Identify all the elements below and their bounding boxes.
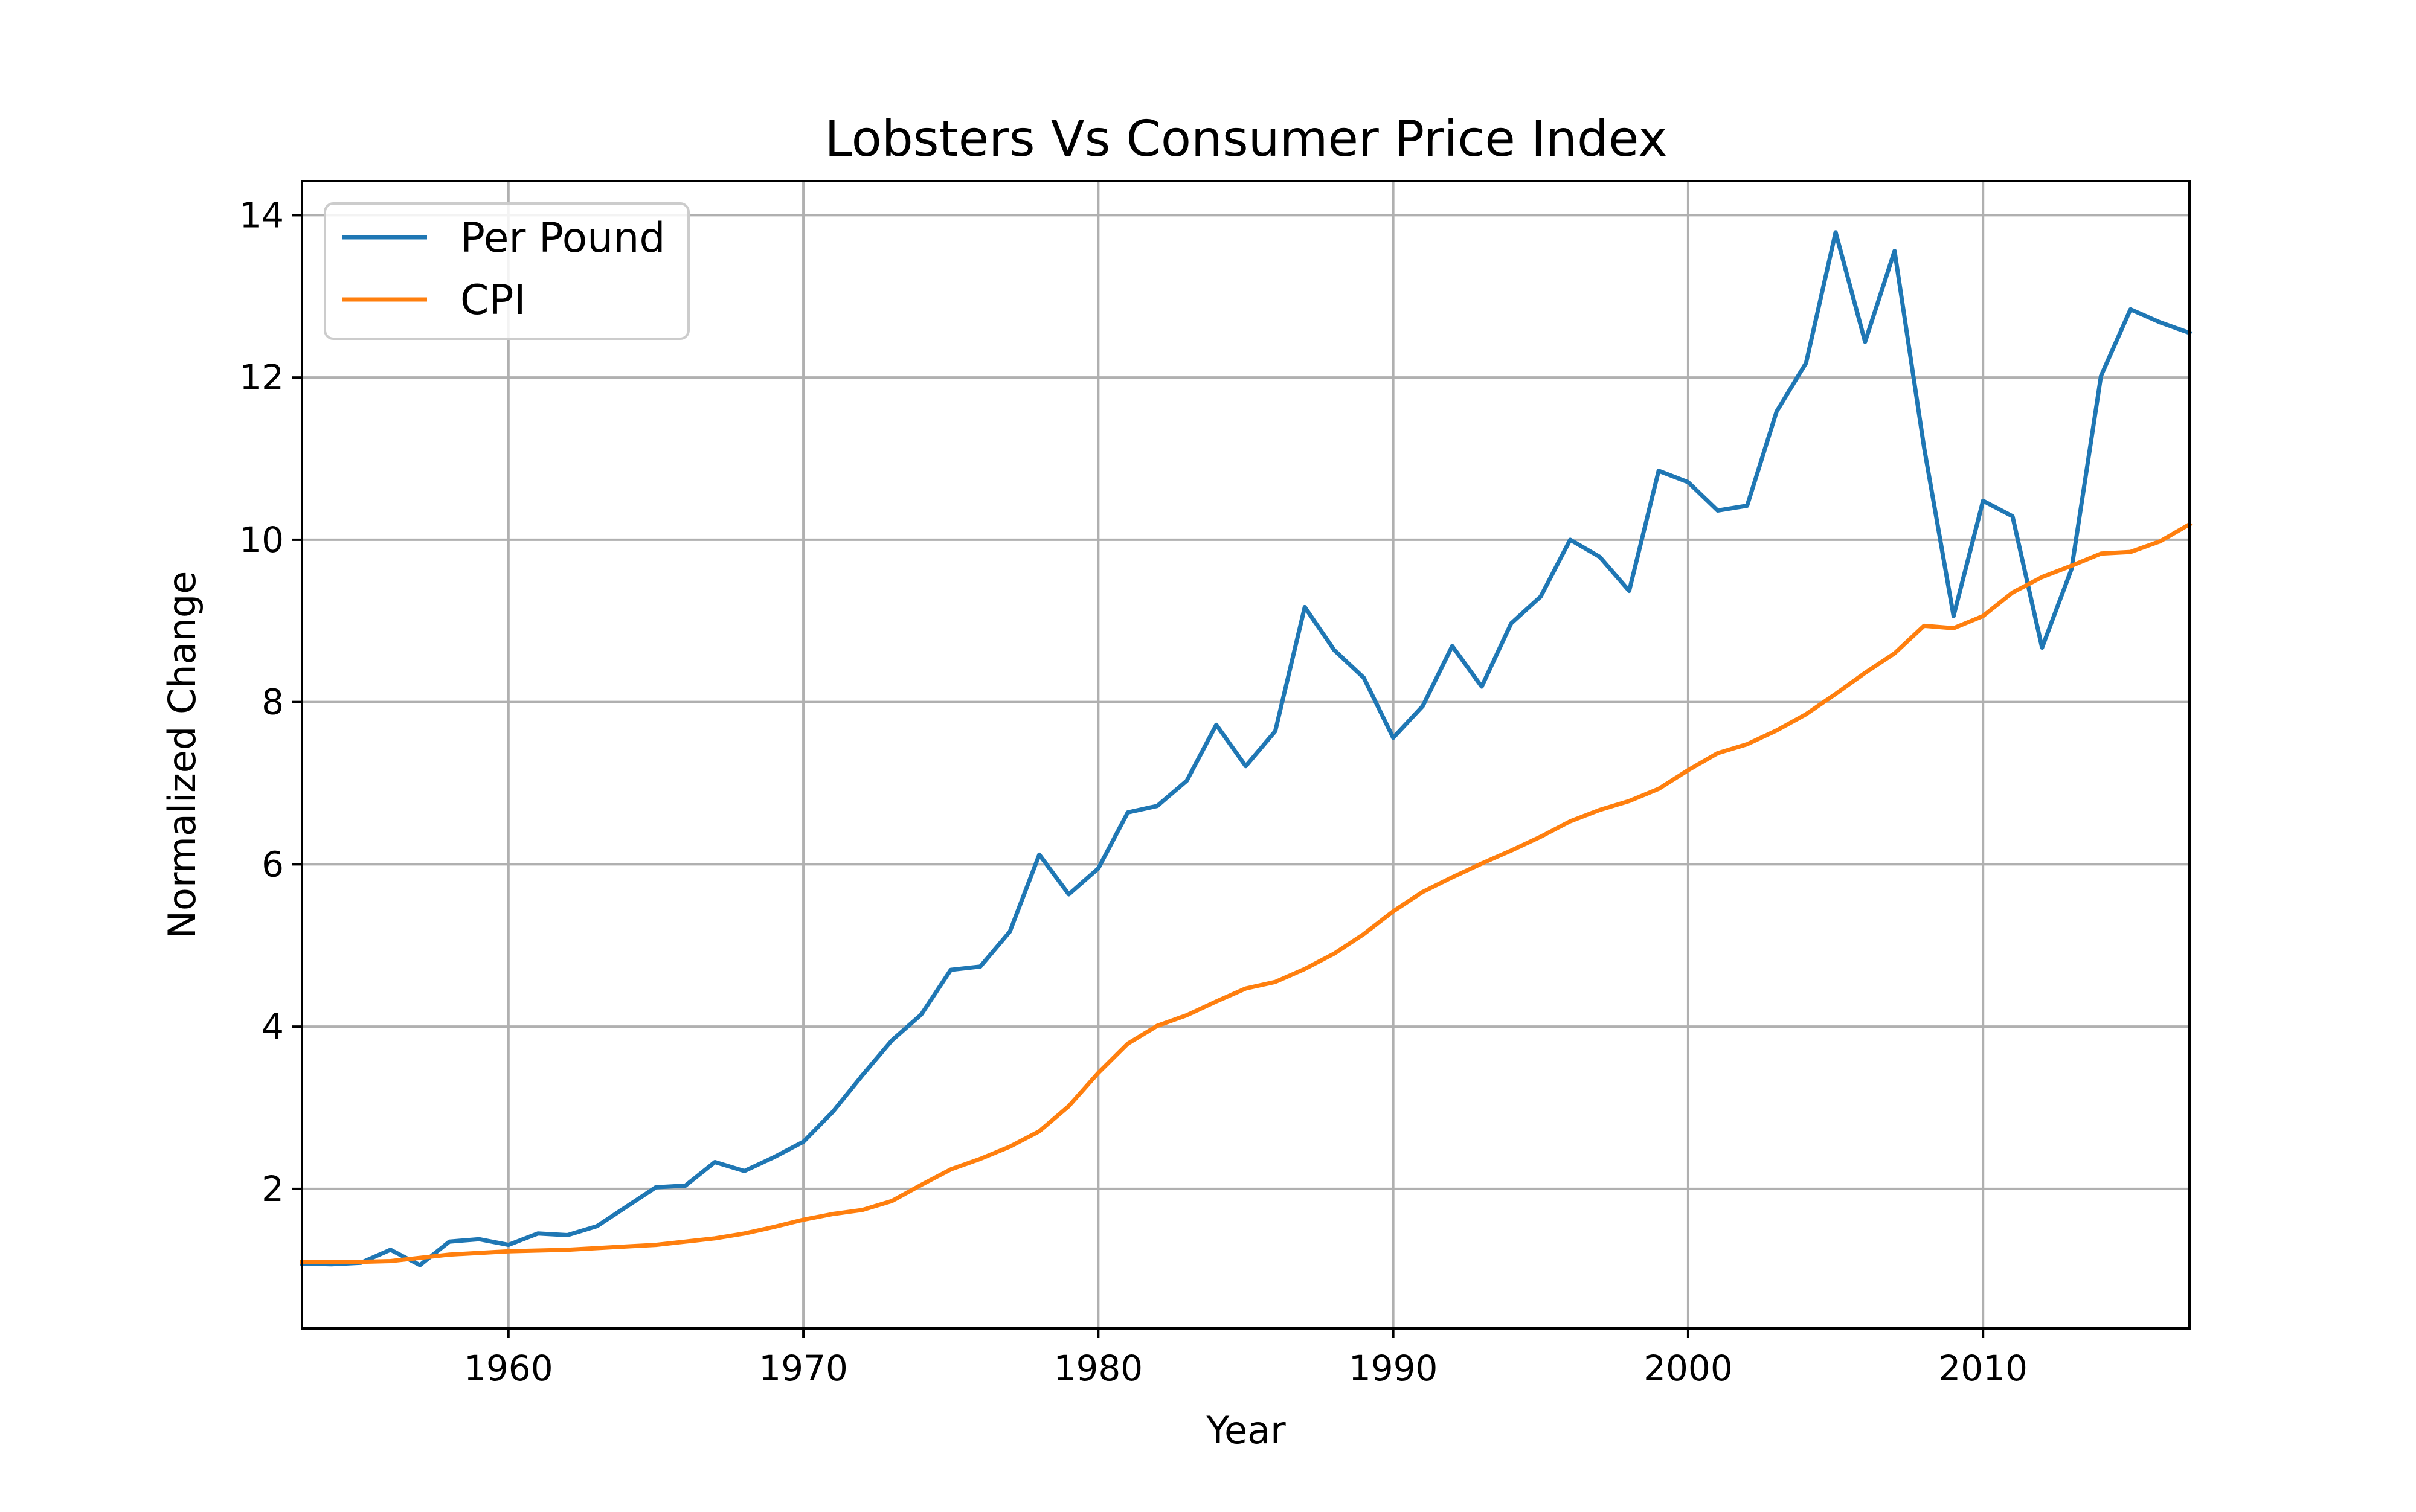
- y-tick-label: 14: [239, 194, 284, 235]
- grid: [302, 181, 2190, 1328]
- x-tick-label: 1980: [1054, 1348, 1143, 1389]
- x-tick-label: 1990: [1349, 1348, 1438, 1389]
- x-tick-label: 1960: [464, 1348, 553, 1389]
- legend-label-cpi: CPI: [460, 277, 526, 324]
- y-tick-label: 8: [262, 682, 284, 723]
- legend: Per Pound CPI: [324, 202, 690, 340]
- y-tick-label: 10: [239, 519, 284, 560]
- series-line-per-pound: [300, 230, 2193, 1267]
- y-axis-label: Normalized Change: [160, 571, 204, 939]
- y-tick-label: 4: [262, 1006, 284, 1047]
- x-axis-label: Year: [1206, 1408, 1286, 1452]
- axis-ticks: 1960 1970 1980 1990 2000 2010 2 4 6 8 10 12 14: [239, 194, 2028, 1389]
- chart-title: Lobsters Vs Consumer Price Index: [824, 111, 1667, 168]
- series-lines: [300, 230, 2193, 1267]
- y-tick-label: 2: [262, 1168, 284, 1209]
- plot-frame: [301, 180, 2191, 1330]
- x-tick-label: 2010: [1938, 1348, 2028, 1389]
- x-tick-label: 1970: [759, 1348, 848, 1389]
- y-tick-label: 6: [262, 844, 284, 885]
- legend-label-per-pound: Per Pound: [460, 214, 666, 262]
- y-tick-label: 12: [239, 357, 284, 398]
- series-line-cpi: [300, 521, 2193, 1264]
- x-tick-label: 2000: [1643, 1348, 1733, 1389]
